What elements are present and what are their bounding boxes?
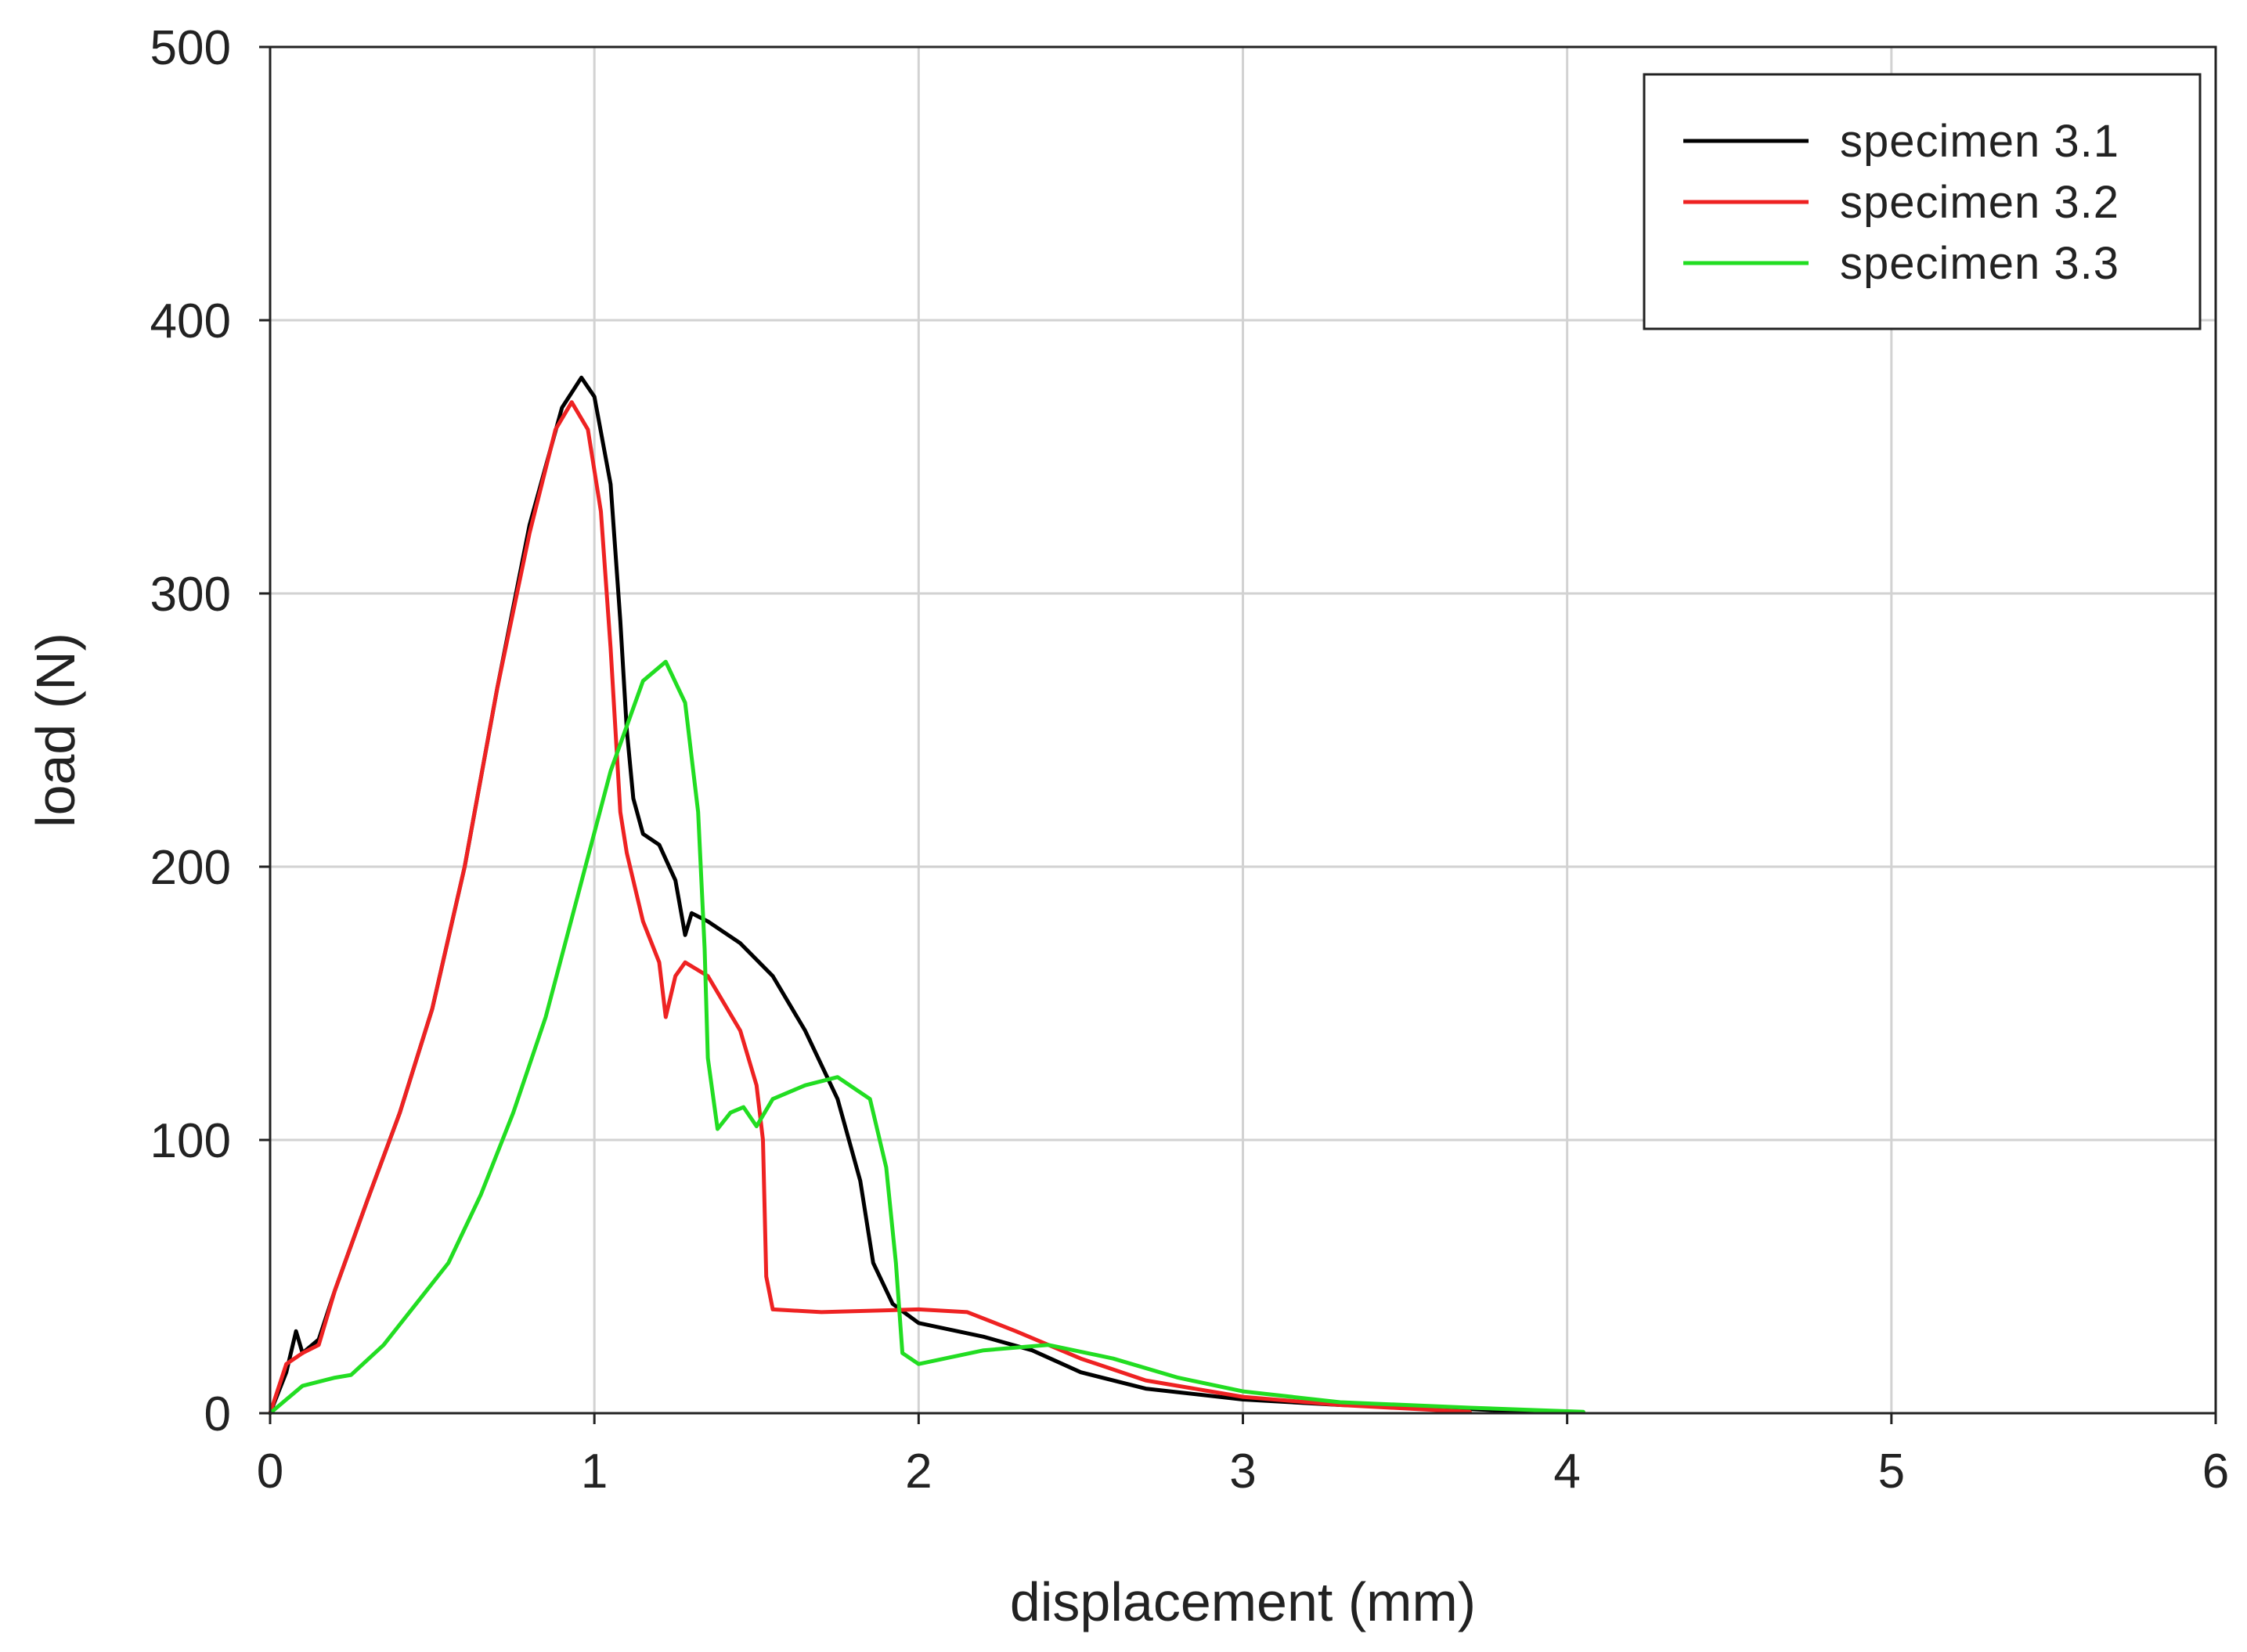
y-tick-label: 0 — [204, 1387, 231, 1441]
y-tick-label: 100 — [150, 1114, 231, 1168]
legend-label-1: specimen 3.1 — [1840, 116, 2119, 167]
legend-label-3: specimen 3.3 — [1840, 238, 2119, 289]
x-tick-label: 6 — [2202, 1445, 2229, 1499]
series-line-2 — [268, 400, 1472, 1416]
y-axis-title: load (N) — [25, 633, 86, 828]
x-tick-label: 2 — [905, 1445, 932, 1499]
x-tick-label: 1 — [581, 1445, 608, 1499]
legend-label-2: specimen 3.2 — [1840, 177, 2119, 228]
x-axis-title: displacement (mm) — [1010, 1571, 1476, 1632]
series-line-3 — [268, 659, 1585, 1416]
x-tick-label: 5 — [1878, 1445, 1905, 1499]
x-tick-label: 4 — [1553, 1445, 1580, 1499]
legend: specimen 3.1 specimen 3.2 specimen 3.3 — [1643, 73, 2202, 330]
tick-labels: 0 1 2 3 4 5 6 0 100 200 300 400 500 — [150, 21, 2230, 1499]
y-tick-label: 200 — [150, 841, 231, 895]
y-tick-label: 400 — [150, 294, 231, 348]
plot-lines — [268, 375, 1585, 1416]
y-tick-label: 500 — [150, 21, 231, 75]
x-tick-label: 3 — [1229, 1445, 1256, 1499]
y-tick-label: 300 — [150, 568, 231, 622]
x-tick-label: 0 — [257, 1445, 283, 1499]
